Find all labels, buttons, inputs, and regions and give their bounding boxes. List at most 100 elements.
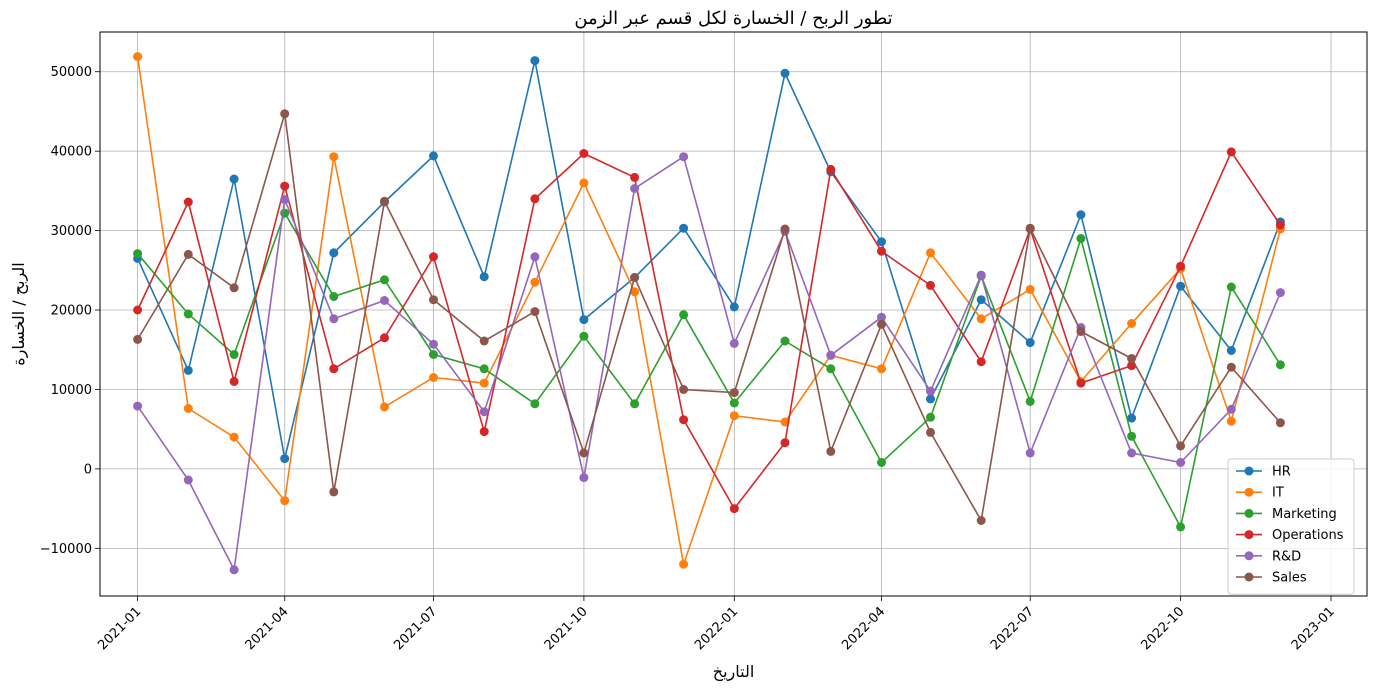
y-tick-label: −10000	[40, 542, 92, 557]
data-point	[826, 350, 836, 360]
data-point	[1127, 319, 1137, 328]
data-point	[976, 314, 986, 324]
x-tick-label: 2021-10	[542, 604, 591, 653]
data-point	[976, 516, 986, 525]
legend-marker	[1244, 551, 1254, 561]
data-point	[1025, 284, 1035, 294]
data-point	[530, 252, 540, 262]
data-point	[183, 197, 193, 207]
data-point	[133, 52, 143, 62]
data-point	[429, 295, 438, 305]
data-point	[780, 68, 790, 78]
x-axis-title: التاريخ	[713, 662, 755, 682]
legend-label: HR	[1272, 465, 1291, 480]
data-point	[1127, 413, 1137, 423]
data-point	[1025, 223, 1035, 233]
data-point	[280, 195, 290, 205]
data-point	[926, 412, 935, 422]
legend-marker	[1244, 466, 1254, 476]
series-line	[136, 56, 1282, 568]
data-point	[630, 172, 640, 182]
data-point	[479, 364, 489, 374]
series-line	[136, 155, 1282, 573]
y-tick-label: 50000	[51, 65, 92, 80]
x-tick-label: 2022-01	[692, 604, 741, 653]
data-point	[380, 402, 389, 412]
data-point	[780, 438, 790, 448]
data-point	[1226, 147, 1236, 157]
legend-label: Sales	[1272, 571, 1307, 586]
data-point	[877, 237, 886, 247]
data-point	[679, 223, 689, 233]
data-point	[729, 398, 739, 408]
data-point	[780, 417, 790, 427]
y-tick-label: 0	[84, 462, 92, 477]
data-point	[729, 411, 739, 421]
series-marketing	[133, 208, 1285, 532]
data-point	[479, 407, 489, 417]
data-point	[280, 454, 290, 464]
data-point	[729, 338, 739, 348]
data-point	[530, 307, 540, 317]
data-point	[579, 178, 589, 188]
data-point	[479, 427, 489, 437]
data-point	[729, 504, 739, 514]
legend-marker	[1244, 487, 1254, 497]
series-line	[136, 113, 1281, 523]
data-point	[1226, 416, 1236, 426]
data-point	[479, 336, 489, 346]
data-point	[229, 432, 239, 442]
data-point	[380, 296, 389, 305]
data-point	[926, 248, 935, 258]
data-point	[1226, 362, 1236, 372]
data-point	[630, 273, 640, 282]
data-point	[329, 314, 339, 324]
data-point	[729, 302, 739, 312]
data-point	[877, 319, 886, 329]
y-tick-label: 20000	[51, 304, 92, 319]
x-tick-label: 2021-04	[243, 604, 292, 653]
data-point	[280, 208, 290, 218]
data-point	[1076, 210, 1086, 220]
data-point	[1127, 431, 1137, 441]
chart-title: تطور الربح / الخسارة لكل قسم عبر الزمن	[574, 8, 892, 29]
legend-label: Operations	[1272, 528, 1344, 543]
data-point	[530, 399, 540, 409]
data-point	[1275, 288, 1285, 298]
data-point	[1176, 458, 1186, 467]
series-operations	[133, 147, 1285, 514]
data-point	[679, 152, 689, 162]
data-point	[183, 475, 193, 485]
data-point	[1226, 346, 1236, 355]
data-point	[630, 287, 640, 297]
data-point	[1127, 448, 1137, 458]
data-point	[429, 151, 438, 161]
data-point	[329, 248, 339, 258]
data-point	[479, 378, 489, 388]
data-point	[280, 181, 290, 191]
data-point	[133, 249, 143, 259]
data-point	[1076, 327, 1086, 336]
x-tick-label: 2021-07	[391, 604, 440, 653]
data-point	[1275, 418, 1285, 428]
data-point	[926, 394, 935, 404]
data-point	[429, 339, 438, 349]
data-point	[579, 331, 589, 341]
legend-label: R&D	[1272, 549, 1301, 564]
data-point	[380, 196, 389, 206]
data-point	[826, 364, 836, 374]
data-point	[530, 194, 540, 204]
data-point	[679, 385, 689, 394]
data-point	[1275, 360, 1285, 370]
data-point	[429, 350, 438, 359]
data-point	[1275, 220, 1285, 230]
legend-label: IT	[1272, 486, 1284, 501]
data-point	[679, 415, 689, 425]
data-point	[229, 377, 239, 386]
x-tick-label: 2022-04	[839, 604, 888, 653]
data-point	[679, 559, 689, 569]
data-point	[133, 305, 143, 315]
data-point	[826, 446, 836, 456]
series-hr	[133, 56, 1285, 464]
